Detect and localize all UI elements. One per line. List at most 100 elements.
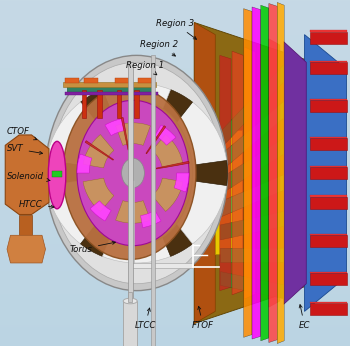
Text: CTOF: CTOF [7, 127, 37, 140]
Wedge shape [152, 135, 183, 168]
Bar [117, 90, 121, 118]
Polygon shape [19, 215, 32, 235]
Wedge shape [46, 161, 78, 185]
Polygon shape [252, 7, 261, 339]
Wedge shape [141, 210, 161, 228]
Bar [310, 197, 346, 209]
Polygon shape [310, 234, 346, 235]
Polygon shape [194, 22, 345, 324]
Polygon shape [284, 42, 306, 304]
Wedge shape [121, 117, 129, 150]
Polygon shape [310, 137, 346, 138]
Polygon shape [232, 51, 243, 295]
Polygon shape [310, 195, 346, 197]
Ellipse shape [48, 142, 66, 209]
Bar [151, 55, 155, 346]
Polygon shape [310, 61, 346, 62]
Ellipse shape [80, 100, 193, 246]
Polygon shape [304, 35, 346, 311]
Polygon shape [220, 211, 284, 240]
Polygon shape [244, 9, 252, 337]
Polygon shape [310, 272, 346, 273]
Wedge shape [159, 219, 192, 256]
Bar [310, 138, 346, 150]
Wedge shape [116, 201, 150, 223]
Text: LTCC: LTCC [134, 308, 156, 330]
Polygon shape [220, 248, 284, 263]
Bar [215, 130, 242, 254]
Wedge shape [146, 126, 166, 154]
Bar [310, 32, 346, 44]
Text: EC: EC [299, 304, 310, 330]
Polygon shape [220, 272, 284, 299]
Bar [66, 86, 154, 93]
Bar [310, 303, 346, 315]
Polygon shape [269, 39, 280, 307]
Polygon shape [220, 175, 284, 217]
Ellipse shape [77, 100, 189, 246]
Bar [310, 273, 346, 285]
Polygon shape [220, 138, 284, 194]
Ellipse shape [122, 158, 144, 188]
Text: Solenoid: Solenoid [7, 172, 50, 181]
Polygon shape [277, 2, 284, 344]
Bar [84, 78, 98, 83]
Polygon shape [220, 55, 231, 291]
Bar [65, 92, 158, 95]
Bar [63, 82, 156, 87]
Ellipse shape [51, 62, 222, 284]
Polygon shape [257, 43, 268, 303]
Polygon shape [130, 180, 134, 263]
Wedge shape [156, 161, 189, 169]
Wedge shape [159, 90, 192, 127]
Bar [97, 90, 102, 118]
Bar [65, 78, 79, 83]
Bar [138, 78, 152, 83]
Wedge shape [195, 161, 228, 185]
Bar [128, 292, 132, 302]
Wedge shape [80, 90, 114, 127]
Bar [134, 90, 139, 118]
Wedge shape [174, 173, 189, 192]
Ellipse shape [63, 86, 196, 260]
Text: Torus: Torus [70, 242, 116, 254]
Polygon shape [5, 135, 49, 215]
Wedge shape [155, 125, 176, 145]
Wedge shape [105, 118, 125, 136]
Polygon shape [310, 302, 346, 303]
Polygon shape [261, 5, 269, 341]
Bar [310, 167, 346, 179]
Text: Region 1: Region 1 [126, 61, 164, 75]
Wedge shape [116, 123, 150, 145]
Text: FTOF: FTOF [192, 306, 214, 330]
Polygon shape [7, 235, 46, 263]
Text: HTCC: HTCC [19, 200, 54, 209]
Polygon shape [310, 166, 346, 167]
Wedge shape [83, 178, 114, 211]
Text: SVT: SVT [7, 144, 43, 154]
Bar [128, 62, 133, 346]
Polygon shape [269, 3, 277, 343]
Wedge shape [80, 219, 114, 256]
Wedge shape [103, 228, 170, 263]
Wedge shape [152, 178, 183, 211]
Bar [82, 90, 86, 118]
Polygon shape [130, 263, 192, 268]
Polygon shape [220, 65, 284, 149]
Polygon shape [244, 47, 256, 299]
Bar [116, 78, 130, 83]
Bar [310, 235, 346, 247]
Polygon shape [220, 101, 284, 172]
Bar [123, 301, 137, 346]
Bar [52, 171, 62, 177]
Polygon shape [310, 30, 346, 32]
Ellipse shape [46, 55, 228, 291]
Bar [310, 100, 346, 112]
Wedge shape [83, 135, 114, 168]
Wedge shape [77, 154, 92, 173]
Wedge shape [173, 181, 226, 244]
Text: Region 2: Region 2 [140, 40, 178, 56]
Wedge shape [90, 201, 111, 221]
Wedge shape [85, 141, 113, 160]
Wedge shape [173, 102, 226, 165]
